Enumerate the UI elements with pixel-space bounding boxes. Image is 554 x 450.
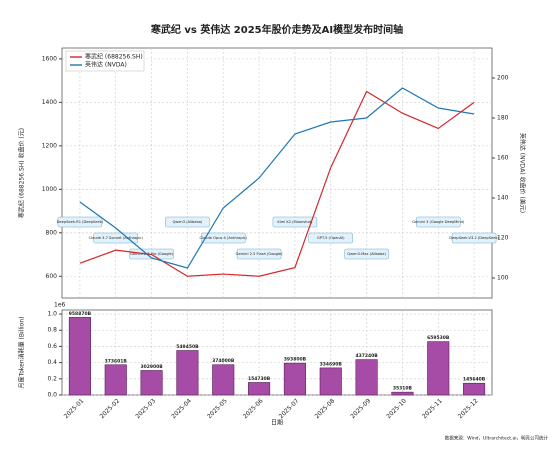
legend-label: 英伟达 (NVDA) <box>85 61 127 69</box>
y-offset-label: 1e6 <box>54 302 66 309</box>
annotation: Claude Opus 4 (Anthropic) <box>199 236 247 240</box>
annotation-box <box>308 232 353 244</box>
bar <box>248 382 271 396</box>
bar <box>391 391 414 396</box>
line-series <box>79 87 475 269</box>
bar <box>212 364 235 396</box>
annotation-box <box>236 248 282 260</box>
annotation: Qwen3 (Alibaba) <box>172 220 203 224</box>
bar <box>104 364 127 396</box>
annotation: Claude 3.7 Sonnet (Anthropic) <box>89 236 144 240</box>
annotation-box <box>165 216 210 228</box>
y2-tick-label: 160 <box>497 155 509 162</box>
value-label: 334690B <box>320 361 343 367</box>
y-axis-label: 寒武纪 (688256.SH) 收盘价 (元) <box>18 128 26 218</box>
legend-box <box>65 50 145 72</box>
annotation-box <box>416 216 461 228</box>
value-label: 437240B <box>355 353 378 359</box>
y-tick-label: 1400 <box>42 99 57 106</box>
y-tick-label: 1200 <box>42 142 57 149</box>
plot-area <box>61 47 493 299</box>
y-tick-label: 1.0 <box>47 311 57 318</box>
annotation-box <box>201 232 246 244</box>
y2-tick-label: 140 <box>497 195 509 202</box>
y-tick-label: 0.2 <box>47 375 57 382</box>
value-label: 549450B <box>176 344 199 350</box>
y-axis-label: 月度Token消耗量 (Billion) <box>18 317 26 389</box>
y-tick-label: 1000 <box>42 186 57 193</box>
bar <box>355 359 378 396</box>
annotation: Gemini 2.5 Flash (Google) <box>236 252 283 256</box>
value-label: 145640B <box>463 377 486 383</box>
annotation: Qwen3-Max (Alibaba) <box>347 252 386 256</box>
annotation: Gemini 3 (Google DeepMind) <box>412 220 465 224</box>
annotation: Kimi K2 (Moonshot) <box>277 220 313 224</box>
x-axis-label: 日期 <box>271 419 283 427</box>
annotation: DeepSeek-R1 (DeepSeek) <box>57 220 104 224</box>
annotation-box <box>57 216 103 228</box>
y-tick-label: 0.0 <box>47 392 57 399</box>
bar <box>176 350 199 396</box>
annotation: Gemini 2.5 Pro (Google) <box>130 252 174 256</box>
bar <box>283 362 306 396</box>
annotation-box <box>344 248 389 260</box>
bar <box>427 341 450 396</box>
y-tick-label: 600 <box>46 273 58 280</box>
annotation-box <box>451 232 497 244</box>
legend-label: 寒武纪 (688256.SH) <box>85 53 143 61</box>
y2-tick-label: 100 <box>497 275 509 282</box>
y-tick-label: 0.4 <box>47 359 57 366</box>
value-label: 154730B <box>248 376 271 382</box>
y-tick-label: 1600 <box>42 55 57 62</box>
annotation-box <box>93 232 138 244</box>
bar <box>68 317 91 396</box>
y2-tick-label: 200 <box>497 75 509 82</box>
y-tick-label: 800 <box>46 229 58 236</box>
line-series <box>79 90 475 277</box>
y2-tick-label: 120 <box>497 235 509 242</box>
y-tick-label: 0.8 <box>47 327 57 334</box>
value-label: 373601B <box>105 358 128 364</box>
annotation: GPT-5 (OpenAI) <box>317 236 345 240</box>
value-label: 659530B <box>427 335 450 341</box>
annotation: DeepSeek-V3.2 (DeepSeek) <box>449 236 499 240</box>
bar <box>319 367 342 396</box>
source-note: 数据来源：Wind，Ultrarchitect.ai，明亮公司统计 <box>445 435 549 442</box>
value-label: 958870B <box>69 311 92 317</box>
y-tick-label: 0.6 <box>47 343 57 350</box>
value-label: 393800B <box>284 357 307 363</box>
bar <box>463 382 486 396</box>
y2-axis-label: 英伟达 (NVDA) 收盘价 (美元) <box>519 133 527 213</box>
chart-title: 寒武纪 vs 英伟达 2025年股价走势及AI模型发布时间轴 <box>150 23 403 36</box>
value-label: 302900B <box>140 364 163 370</box>
bar <box>140 370 163 396</box>
plot-area <box>61 309 493 396</box>
value-label: 35310B <box>393 386 413 392</box>
annotation-box <box>272 216 318 228</box>
value-label: 374000B <box>212 358 235 364</box>
y2-tick-label: 180 <box>497 115 509 122</box>
